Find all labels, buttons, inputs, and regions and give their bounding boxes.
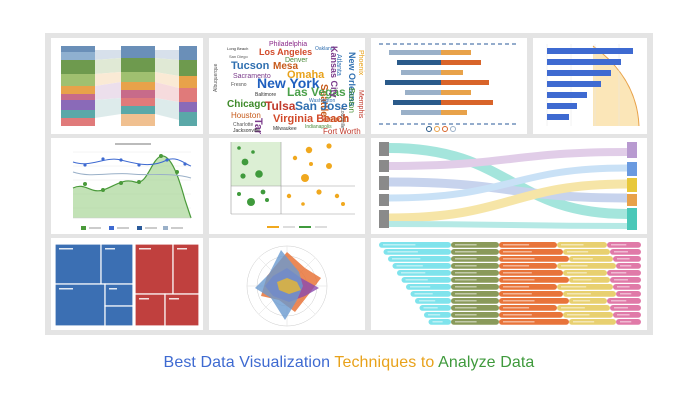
word-cloud-word: Oakland [315, 46, 334, 52]
treemap-tile [51, 238, 203, 330]
word-cloud-word: Seattle [318, 84, 329, 117]
alluvial-flows [95, 50, 179, 120]
word-cloud: Philadelphia Long Beach Los Angeles Oakland… [213, 41, 364, 134]
range-legend [426, 126, 456, 132]
word-cloud-word: Houston [231, 111, 261, 120]
word-cloud-word: Indianapolis [305, 124, 332, 130]
word-cloud-word: Washington [309, 98, 335, 104]
word-cloud-word: Las Vegas [287, 85, 346, 99]
quadrant-scatter [230, 142, 355, 228]
word-cloud-word: Long Beach [227, 46, 248, 51]
area-line-chart [72, 143, 192, 230]
word-cloud-word: Omaha [287, 69, 325, 81]
word-cloud-word: Chicago [227, 99, 266, 110]
word-cloud-word: Phoenix [357, 50, 364, 76]
word-cloud-word: San Jose [295, 99, 348, 113]
range-bar-chart-tile [371, 38, 527, 134]
area-legend [81, 226, 183, 230]
radar-chart [246, 245, 328, 327]
caption-part-3: Analyze Data [438, 354, 535, 371]
area-points [83, 154, 179, 192]
word-cloud-word: Virginia Beach [273, 113, 349, 125]
sankey-chart-tile [371, 138, 647, 234]
radar-series-gold [277, 278, 301, 294]
horizontal-bar-chart [546, 44, 640, 127]
word-cloud-word: Mesa [273, 61, 298, 72]
horizontal-bars [547, 48, 633, 120]
word-cloud-word: Detroit [323, 115, 347, 124]
quadrant-scatter-tile [209, 138, 365, 234]
word-cloud-word: Philadelphia [269, 41, 307, 48]
word-cloud-word: Los Angeles [259, 47, 312, 57]
horizontal-bar-chart-tile [533, 38, 647, 134]
line-points [83, 157, 187, 167]
word-cloud-word: Kansas City [329, 46, 339, 98]
word-cloud-word: Baltimore [255, 92, 276, 98]
visualization-collage: Philadelphia Long Beach Los Angeles Oakland… [45, 33, 653, 335]
scatter-legend [267, 226, 327, 228]
word-cloud-word: Tampa [252, 118, 264, 134]
range-bar-chart [379, 43, 519, 132]
orange-bubbles [286, 143, 345, 206]
sankey-target-nodes [627, 142, 637, 230]
word-cloud-word: San Diego [229, 54, 248, 59]
word-cloud-word: Fresno [231, 82, 247, 88]
sankey-chart [379, 142, 637, 230]
area-line-chart-tile [51, 138, 203, 234]
alluvial-column-right [179, 46, 197, 126]
alluvial-column-middle [121, 46, 155, 126]
word-cloud-word: Atlanta [335, 54, 342, 76]
word-cloud-word: Denver [285, 57, 308, 64]
caption-part-1: Best Data Visualization [163, 354, 335, 371]
word-cloud-word: Sacramento [233, 73, 271, 80]
treemap-blue-group [54, 243, 134, 327]
word-cloud-word: Jacksonville [233, 128, 260, 134]
word-cloud-word: Tulsa [265, 99, 296, 113]
word-cloud-word: Memphis [357, 90, 364, 119]
word-cloud-word: Tucson [231, 60, 270, 72]
gantt-chart [379, 242, 641, 325]
alluvial-column-left [61, 46, 95, 126]
gantt-chart-tile [371, 238, 647, 330]
word-cloud-word: New Orleans [347, 52, 357, 107]
collage-caption: Best Data Visualization Techniques to An… [0, 354, 698, 372]
word-cloud-word: Milwaukee [273, 126, 297, 132]
word-cloud-tile: Philadelphia Long Beach Los Angeles Oakland… [209, 38, 365, 134]
word-cloud-word: Albuquerque [213, 63, 219, 92]
treemap-red-group [134, 243, 200, 327]
green-bubbles [237, 146, 269, 206]
sankey-source-nodes [379, 142, 389, 228]
alluvial-chart-tile [51, 38, 203, 134]
treemap [54, 243, 200, 327]
word-cloud-word: Boston [347, 88, 356, 113]
alluvial-chart [61, 46, 197, 126]
caption-part-2: Techniques to [334, 354, 439, 371]
word-cloud-word: Louisville [339, 108, 345, 129]
word-cloud-word: New York [257, 75, 320, 91]
radar-chart-tile [209, 238, 365, 330]
word-cloud-word: Fort Worth [323, 127, 361, 134]
range-bars [385, 50, 493, 115]
word-cloud-word: Charlotte [233, 122, 254, 128]
sankey-flows [388, 143, 628, 229]
